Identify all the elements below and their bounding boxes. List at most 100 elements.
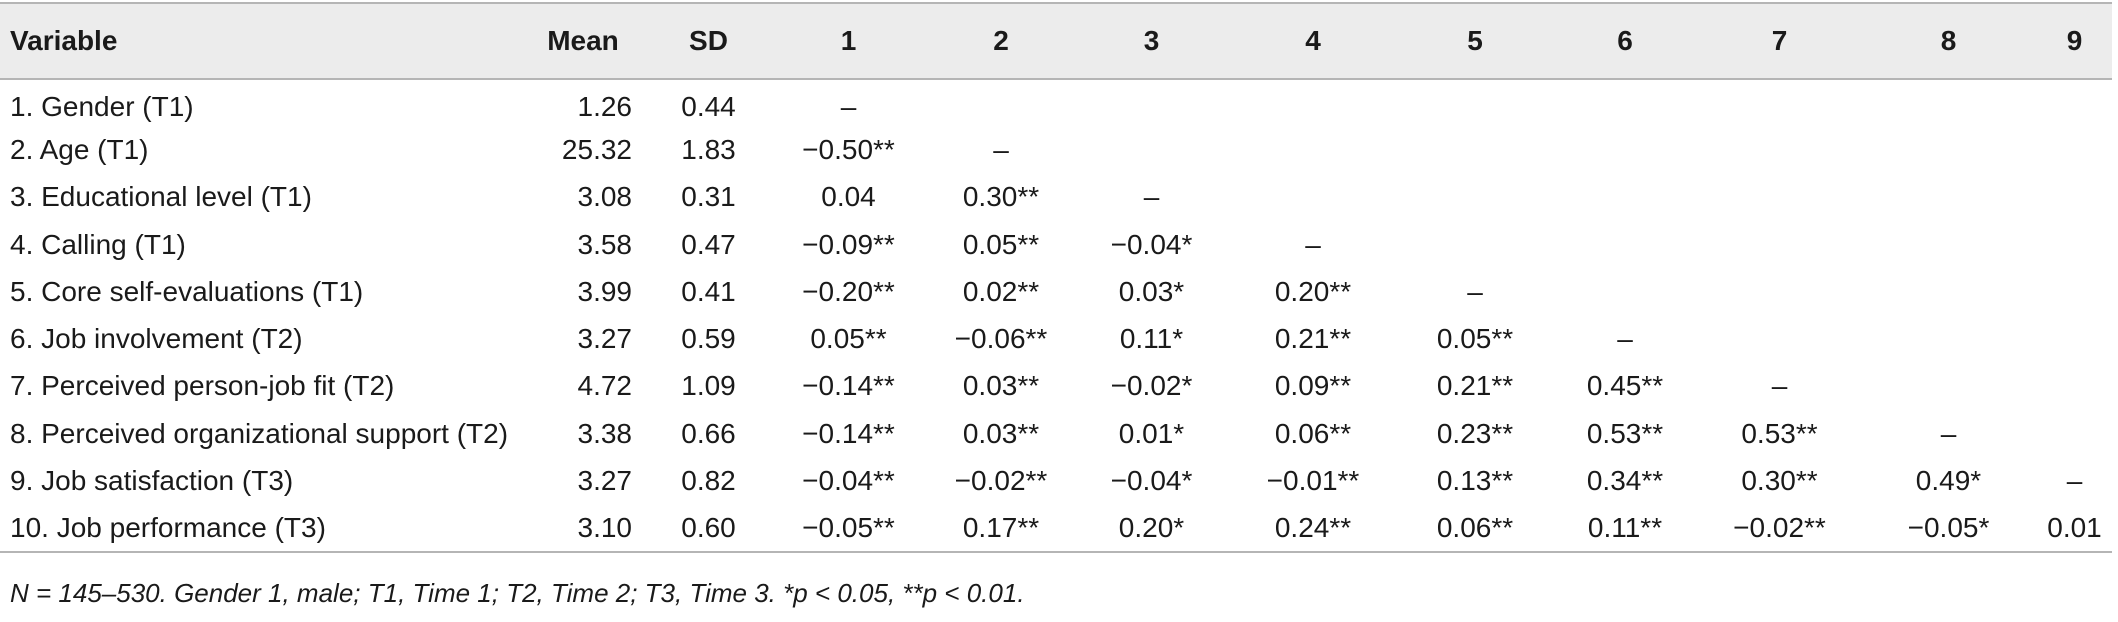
correlation-cell: −0.04*	[1110, 228, 1193, 260]
variable-cell: 2. Age (T1)	[10, 133, 149, 165]
correlation-cell: 0.53**	[1586, 417, 1664, 449]
correlation-cell: 0.20*	[1076, 504, 1227, 553]
header-col-6: 6	[1551, 2, 1699, 80]
table-row: 3. Educational level (T1) 3.08 0.31 0.04 0.3…	[0, 174, 2112, 221]
correlation-cell: 0.13**	[1436, 465, 1514, 497]
correlation-cell: 0.09**	[1274, 370, 1352, 402]
correlation-cell: 0.34**	[1586, 465, 1664, 497]
correlation-cell: –	[2066, 465, 2083, 497]
correlation-cell	[1551, 268, 1699, 315]
correlation-cell	[1860, 315, 2037, 362]
correlation-cell: 0.05**	[810, 323, 887, 355]
correlation-table: Variable Mean SD 1 2 3 4 5 6 7 8 9 1. Ge…	[0, 2, 2112, 553]
correlation-cell: −0.02*	[1110, 370, 1193, 402]
correlation-cell: 0.03**	[962, 370, 1040, 402]
sd-cell: 0.41	[681, 275, 736, 307]
correlation-cell: –	[1771, 370, 1788, 402]
table-row: 6. Job involvement (T2) 3.27 0.59 0.05** −0.…	[0, 315, 2112, 362]
correlation-cell: −0.05**	[771, 504, 926, 553]
header-col-7: 7	[1699, 2, 1860, 80]
correlation-cell: 0.30**	[962, 181, 1040, 213]
variable-cell: 3. Educational level (T1)	[10, 181, 312, 213]
sd-cell: 1.83	[681, 133, 736, 165]
correlation-cell: 0.03**	[962, 417, 1040, 449]
correlation-cell: –	[1305, 228, 1321, 260]
correlation-cell: −0.50**	[802, 133, 895, 165]
correlation-cell: 0.49*	[1915, 465, 1982, 497]
correlation-cell	[2037, 79, 2112, 126]
correlation-cell	[1399, 221, 1551, 268]
correlation-cell	[1227, 79, 1399, 126]
correlation-cell: –	[840, 91, 857, 123]
correlation-cell: −0.01**	[1266, 465, 1360, 497]
table-row: 10. Job performance (T3) 3.10 0.60 −0.05** 0…	[0, 504, 2112, 553]
correlation-cell: 0.53**	[1741, 417, 1818, 449]
correlation-cell: 0.06**	[1399, 504, 1551, 553]
correlation-cell: −0.04**	[802, 465, 895, 497]
correlation-cell	[1699, 315, 1860, 362]
sd-cell: 1.09	[681, 370, 736, 402]
correlation-cell	[1699, 79, 1860, 126]
header-col-5: 5	[1399, 2, 1551, 80]
correlation-cell	[2037, 126, 2112, 173]
table-header-row: Variable Mean SD 1 2 3 4 5 6 7 8 9	[0, 2, 2112, 80]
variable-cell: 6. Job involvement (T2)	[10, 323, 303, 355]
header-col-9: 9	[2037, 2, 2112, 80]
table-row: 5. Core self-evaluations (T1) 3.99 0.41 −0.…	[0, 268, 2112, 315]
table-row: 4. Calling (T1) 3.58 0.47 −0.09** 0.05** −0.0…	[0, 221, 2112, 268]
table-row: 2. Age (T1) 25.32 1.83 −0.50** –	[0, 126, 2112, 173]
correlation-cell	[1860, 126, 2037, 173]
correlation-cell	[1551, 221, 1699, 268]
correlation-cell: −0.04*	[1110, 465, 1193, 497]
table-row: 7. Perceived person-job fit (T2) 4.72 1.09…	[0, 363, 2112, 410]
header-col-8: 8	[1860, 2, 2037, 80]
sd-cell: 0.60	[646, 504, 771, 553]
correlation-cell: 0.02**	[962, 275, 1040, 307]
sd-cell: 0.47	[681, 228, 736, 260]
correlation-cell	[1699, 268, 1860, 315]
correlation-cell: 0.21**	[1436, 370, 1514, 402]
correlation-cell	[1227, 174, 1399, 221]
correlation-cell: 0.05**	[962, 228, 1040, 260]
variable-cell: 10. Job performance (T3)	[0, 504, 520, 553]
mean-cell: 3.58	[577, 228, 633, 260]
header-mean: Mean	[520, 2, 646, 80]
correlation-cell	[1699, 174, 1860, 221]
mean-cell: 3.08	[577, 181, 633, 213]
mean-cell: 1.26	[577, 91, 633, 123]
header-col-1: 1	[771, 2, 926, 80]
correlation-cell	[1551, 174, 1699, 221]
sd-cell: 0.31	[681, 181, 736, 213]
correlation-cell	[1860, 174, 2037, 221]
correlation-cell: −0.05*	[1860, 504, 2037, 553]
correlation-cell: 0.20**	[1274, 275, 1352, 307]
mean-cell: 3.99	[577, 275, 633, 307]
correlation-cell: −0.14**	[802, 417, 895, 449]
correlation-cell: 0.01*	[1118, 417, 1185, 449]
variable-cell: 8. Perceived organizational support (T2)	[10, 417, 509, 449]
sd-cell: 0.44	[681, 91, 736, 123]
table-row: 1. Gender (T1) 1.26 0.44 –	[0, 79, 2112, 126]
variable-cell: 1. Gender (T1)	[10, 91, 194, 123]
correlation-cell: 0.01	[2037, 504, 2112, 553]
correlation-cell	[1076, 126, 1227, 173]
correlation-cell	[1399, 79, 1551, 126]
correlation-cell: 0.17**	[926, 504, 1076, 553]
header-col-4: 4	[1227, 2, 1399, 80]
header-col-3: 3	[1076, 2, 1227, 80]
mean-cell: 4.72	[577, 370, 633, 402]
header-sd: SD	[646, 2, 771, 80]
correlation-cell	[1551, 79, 1699, 126]
correlation-cell	[1699, 126, 1860, 173]
variable-cell: 9. Job satisfaction (T3)	[10, 465, 294, 497]
correlation-cell: –	[1467, 275, 1483, 307]
table-row: 9. Job satisfaction (T3) 3.27 0.82 −0.04** −…	[0, 457, 2112, 504]
correlation-cell: 0.45**	[1586, 370, 1664, 402]
correlation-cell	[1076, 79, 1227, 126]
correlation-cell: 0.30**	[1741, 465, 1818, 497]
correlation-cell	[1399, 126, 1551, 173]
correlation-cell	[1399, 174, 1551, 221]
correlation-cell	[926, 79, 1076, 126]
correlation-cell	[1860, 268, 2037, 315]
